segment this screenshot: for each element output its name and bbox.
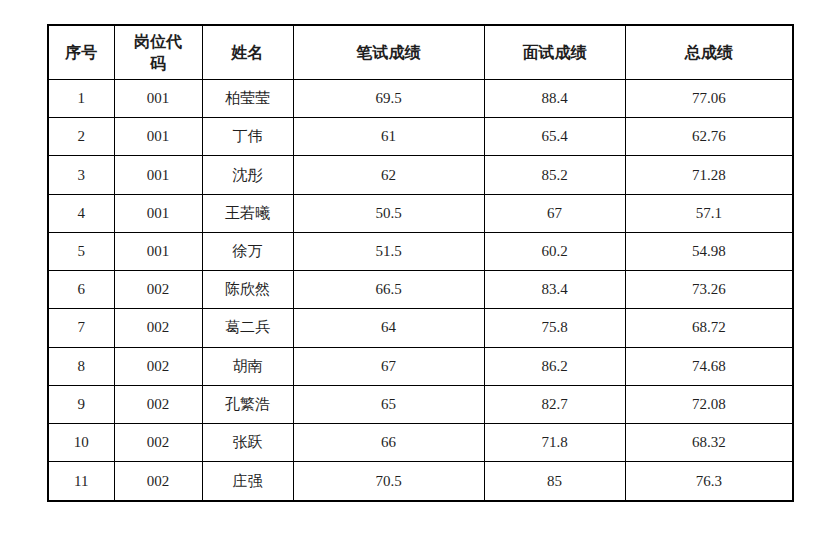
table-cell: 85.2 — [484, 156, 625, 194]
table-cell: 62 — [293, 156, 484, 194]
table-cell: 71.8 — [484, 423, 625, 461]
table-cell: 86.2 — [484, 347, 625, 385]
document-page: 序号 岗位代码 姓名 笔试成绩 面试成绩 总成绩 1001柏莹莹69.588.4… — [0, 0, 838, 537]
table-cell: 68.32 — [625, 423, 793, 461]
table-row: 1001柏莹莹69.588.477.06 — [48, 80, 793, 118]
table-cell: 74.68 — [625, 347, 793, 385]
table-row: 7002葛二兵6475.868.72 — [48, 309, 793, 347]
table-cell: 76.3 — [625, 462, 793, 501]
header-cell-interview-score: 面试成绩 — [484, 25, 625, 80]
table-cell: 葛二兵 — [202, 309, 293, 347]
table-cell: 胡南 — [202, 347, 293, 385]
header-cell-index: 序号 — [48, 25, 114, 80]
table-cell: 11 — [48, 462, 114, 501]
table-cell: 73.26 — [625, 271, 793, 309]
table-cell: 68.72 — [625, 309, 793, 347]
header-cell-written-score: 笔试成绩 — [293, 25, 484, 80]
table-row: 11002庄强70.58576.3 — [48, 462, 793, 501]
table-cell: 1 — [48, 80, 114, 118]
table-cell: 002 — [114, 385, 202, 423]
table-cell: 66 — [293, 423, 484, 461]
table-body: 1001柏莹莹69.588.477.062001丁伟6165.462.76300… — [48, 80, 793, 502]
table-row: 3001沈彤6285.271.28 — [48, 156, 793, 194]
table-cell: 002 — [114, 309, 202, 347]
table-cell: 62.76 — [625, 118, 793, 156]
table-cell: 71.28 — [625, 156, 793, 194]
table-cell: 001 — [114, 80, 202, 118]
table-row: 5001徐万51.560.254.98 — [48, 232, 793, 270]
score-table: 序号 岗位代码 姓名 笔试成绩 面试成绩 总成绩 1001柏莹莹69.588.4… — [47, 24, 794, 502]
table-cell: 001 — [114, 232, 202, 270]
table-cell: 4 — [48, 194, 114, 232]
table-cell: 柏莹莹 — [202, 80, 293, 118]
table-cell: 57.1 — [625, 194, 793, 232]
table-cell: 83.4 — [484, 271, 625, 309]
table-cell: 2 — [48, 118, 114, 156]
table-cell: 64 — [293, 309, 484, 347]
table-cell: 65 — [293, 385, 484, 423]
table-row: 2001丁伟6165.462.76 — [48, 118, 793, 156]
table-row: 9002孔繁浩6582.772.08 — [48, 385, 793, 423]
table-cell: 王若曦 — [202, 194, 293, 232]
table-cell: 陈欣然 — [202, 271, 293, 309]
table-cell: 9 — [48, 385, 114, 423]
table-row: 6002陈欣然66.583.473.26 — [48, 271, 793, 309]
table-cell: 001 — [114, 156, 202, 194]
table-cell: 5 — [48, 232, 114, 270]
header-cell-name: 姓名 — [202, 25, 293, 80]
table-cell: 002 — [114, 423, 202, 461]
table-cell: 7 — [48, 309, 114, 347]
table-cell: 8 — [48, 347, 114, 385]
table-row: 10002张跃6671.868.32 — [48, 423, 793, 461]
table-cell: 庄强 — [202, 462, 293, 501]
table-cell: 67 — [293, 347, 484, 385]
table-cell: 沈彤 — [202, 156, 293, 194]
table-cell: 51.5 — [293, 232, 484, 270]
table-cell: 001 — [114, 194, 202, 232]
table-cell: 60.2 — [484, 232, 625, 270]
table-cell: 66.5 — [293, 271, 484, 309]
table-cell: 002 — [114, 462, 202, 501]
table-cell: 丁伟 — [202, 118, 293, 156]
table-cell: 88.4 — [484, 80, 625, 118]
table-cell: 3 — [48, 156, 114, 194]
table-cell: 72.08 — [625, 385, 793, 423]
table-cell: 6 — [48, 271, 114, 309]
table-cell: 70.5 — [293, 462, 484, 501]
table-cell: 61 — [293, 118, 484, 156]
table-cell: 65.4 — [484, 118, 625, 156]
table-cell: 50.5 — [293, 194, 484, 232]
table-cell: 69.5 — [293, 80, 484, 118]
header-cell-total-score: 总成绩 — [625, 25, 793, 80]
table-row: 8002胡南6786.274.68 — [48, 347, 793, 385]
table-cell: 77.06 — [625, 80, 793, 118]
table-cell: 001 — [114, 118, 202, 156]
table-cell: 75.8 — [484, 309, 625, 347]
table-cell: 徐万 — [202, 232, 293, 270]
header-cell-position-code: 岗位代码 — [114, 25, 202, 80]
table-cell: 67 — [484, 194, 625, 232]
table-cell: 002 — [114, 347, 202, 385]
table-cell: 54.98 — [625, 232, 793, 270]
table-cell: 82.7 — [484, 385, 625, 423]
table-cell: 10 — [48, 423, 114, 461]
header-row: 序号 岗位代码 姓名 笔试成绩 面试成绩 总成绩 — [48, 25, 793, 80]
table-row: 4001王若曦50.56757.1 — [48, 194, 793, 232]
table-cell: 孔繁浩 — [202, 385, 293, 423]
table-cell: 85 — [484, 462, 625, 501]
table-cell: 张跃 — [202, 423, 293, 461]
table-cell: 002 — [114, 271, 202, 309]
